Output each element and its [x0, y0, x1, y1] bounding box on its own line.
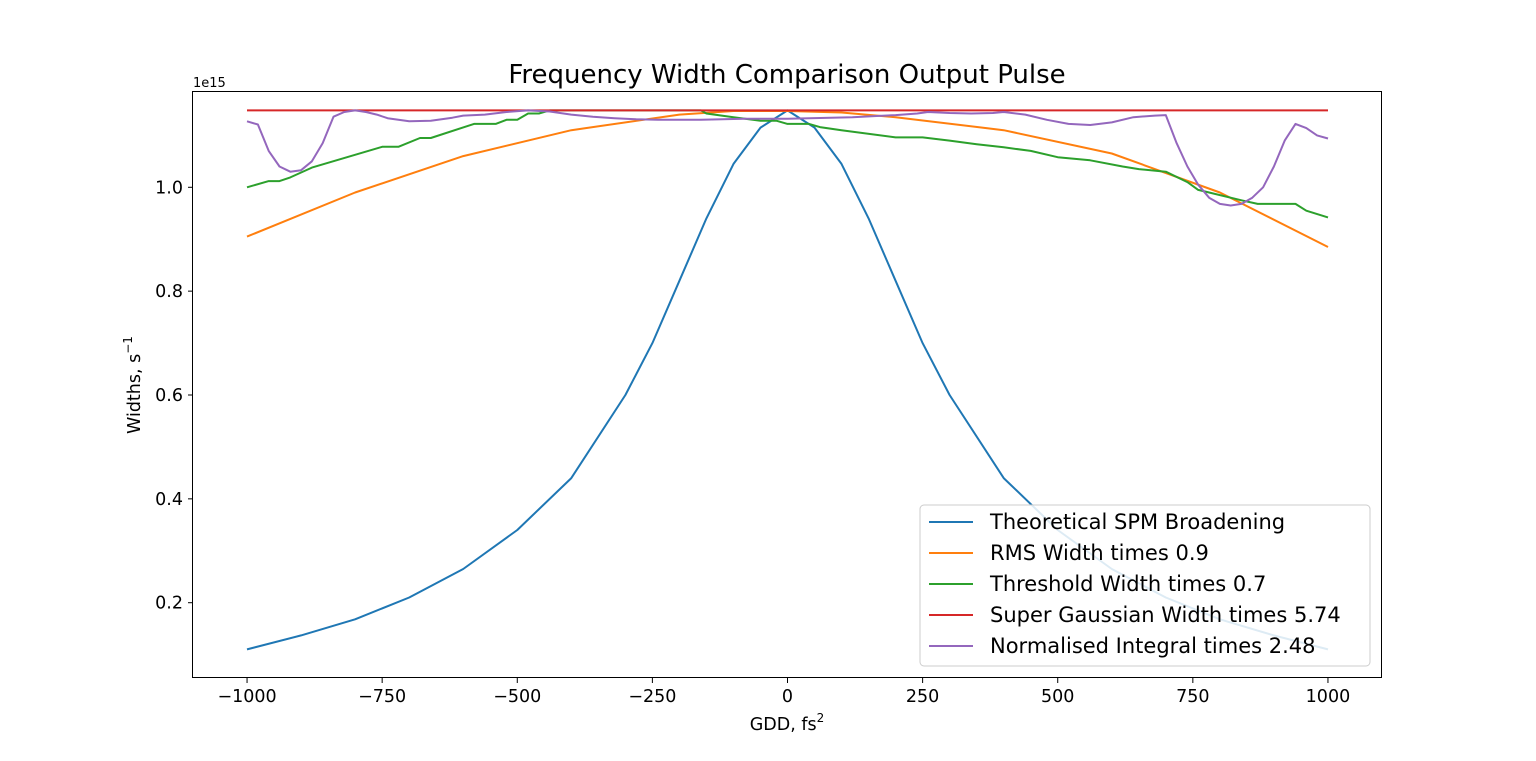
- x-axis-title: GDD, fs2: [750, 711, 825, 735]
- x-tick-label: −250: [628, 687, 676, 707]
- legend-label: Theoretical SPM Broadening: [989, 510, 1285, 534]
- y-tick-label: 1.0: [155, 178, 183, 198]
- y-tick-label: 0.4: [155, 490, 183, 510]
- x-tick-label: 250: [906, 687, 939, 707]
- y-axis-ticks: 0.2 0.4 0.6 0.8 1.0: [155, 178, 193, 614]
- x-tick-label: 0: [782, 687, 793, 707]
- y-axis-offset-label: 1e15: [193, 76, 226, 91]
- legend-label: Threshold Width times 0.7: [989, 572, 1266, 596]
- plot-frame: [192, 91, 1382, 678]
- x-tick-label: −750: [358, 687, 406, 707]
- series-line-2: [246, 109, 1329, 219]
- x-axis-title-text: GDD, fs: [750, 715, 817, 735]
- x-tick-label: 1000: [1306, 687, 1351, 707]
- y-tick-label: 0.8: [155, 282, 183, 302]
- x-tick-label: −500: [493, 687, 541, 707]
- legend-label: RMS Width times 0.9: [990, 541, 1209, 565]
- x-axis-ticks: −1000 −750 −500 −250 0 250 500 750 1000: [217, 678, 1350, 707]
- y-tick-label: 0.2: [155, 594, 183, 614]
- legend-label: Normalised Integral times 2.48: [990, 634, 1316, 658]
- legend: Theoretical SPM Broadening RMS Width time…: [919, 504, 1371, 667]
- y-axis-title-superscript: −1: [121, 336, 135, 354]
- x-tick-label: −1000: [217, 687, 276, 707]
- y-axis-title: Widths, s−1: [121, 336, 145, 434]
- y-tick-label: 0.6: [155, 386, 183, 406]
- series-line-4: [246, 109, 1329, 207]
- legend-label: Super Gaussian Width times 5.74: [990, 603, 1341, 627]
- x-tick-label: 750: [1176, 687, 1209, 707]
- y-axis-title-text: Widths, s: [125, 354, 145, 434]
- chart-title: Frequency Width Comparison Output Pulse: [508, 60, 1065, 90]
- legend-box: [919, 504, 1371, 667]
- x-tick-label: 500: [1041, 687, 1074, 707]
- x-axis-title-superscript: 2: [817, 711, 825, 725]
